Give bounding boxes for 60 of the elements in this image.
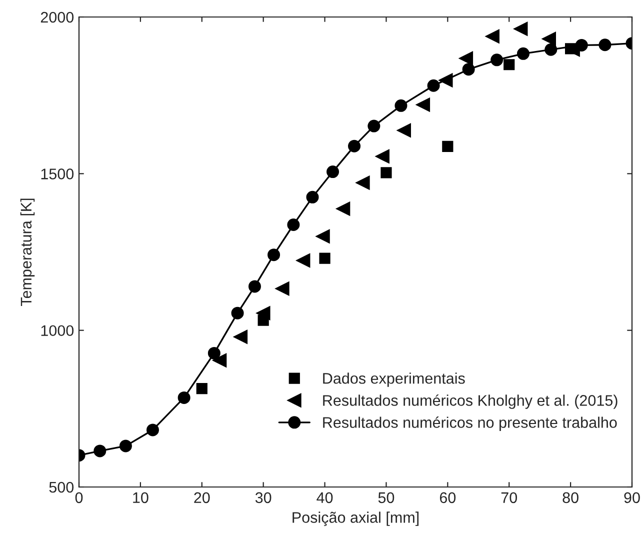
x-tick-label: 70 [501, 492, 518, 504]
legend-label: Resultados numéricos no presente trabalho [323, 416, 617, 431]
legend-label: Resultados numéricos Kholghy et al. (2015) [323, 394, 618, 409]
point [486, 29, 500, 44]
point [397, 123, 411, 138]
x-tick-label: 0 [75, 492, 83, 504]
x-tick-label: 50 [378, 492, 394, 504]
y-tick-label: 1000 [41, 325, 74, 336]
point [542, 32, 556, 46]
x-tick-label: 40 [316, 492, 333, 504]
point [196, 383, 208, 394]
point [248, 280, 261, 293]
point [544, 43, 558, 56]
point [94, 444, 106, 458]
y-tick-label: 1500 [41, 168, 74, 180]
point [256, 306, 270, 320]
point [416, 98, 430, 112]
point [442, 140, 454, 152]
point [427, 79, 440, 92]
point [380, 167, 392, 178]
point [326, 166, 340, 178]
point [319, 252, 330, 264]
point [516, 47, 530, 60]
x-tick-label: 60 [440, 492, 456, 504]
point [231, 306, 244, 320]
x-tick-label: 10 [133, 492, 148, 504]
point [287, 218, 300, 231]
x-tick-label: 30 [255, 492, 272, 504]
point [575, 38, 588, 52]
point [348, 140, 361, 152]
point [336, 202, 350, 216]
point [208, 346, 220, 360]
point [119, 440, 132, 452]
y-tick-label: 500 [49, 482, 74, 493]
y-tick-label: 2000 [40, 12, 74, 23]
point [598, 38, 612, 52]
point [212, 353, 227, 368]
point [296, 254, 310, 268]
y-axis-title: Temperatura [K] [20, 198, 35, 306]
point [376, 149, 390, 164]
x-tick-label: 20 [194, 492, 210, 504]
point [316, 229, 330, 244]
point [462, 63, 475, 76]
point [356, 176, 370, 190]
point [514, 22, 528, 36]
point [504, 59, 515, 70]
point [459, 51, 474, 66]
point [368, 120, 380, 132]
point [490, 54, 504, 66]
x-axis-title: Posição axial [mm] [292, 512, 419, 526]
point [268, 248, 280, 262]
point [146, 424, 159, 436]
point [306, 190, 319, 204]
legend-label: Dados experimentais [323, 372, 465, 387]
x-tick-label: 90 [624, 492, 640, 504]
point [394, 99, 408, 112]
point [275, 282, 290, 296]
point [178, 391, 190, 404]
x-tick-label: 80 [562, 492, 578, 504]
point [234, 330, 248, 344]
